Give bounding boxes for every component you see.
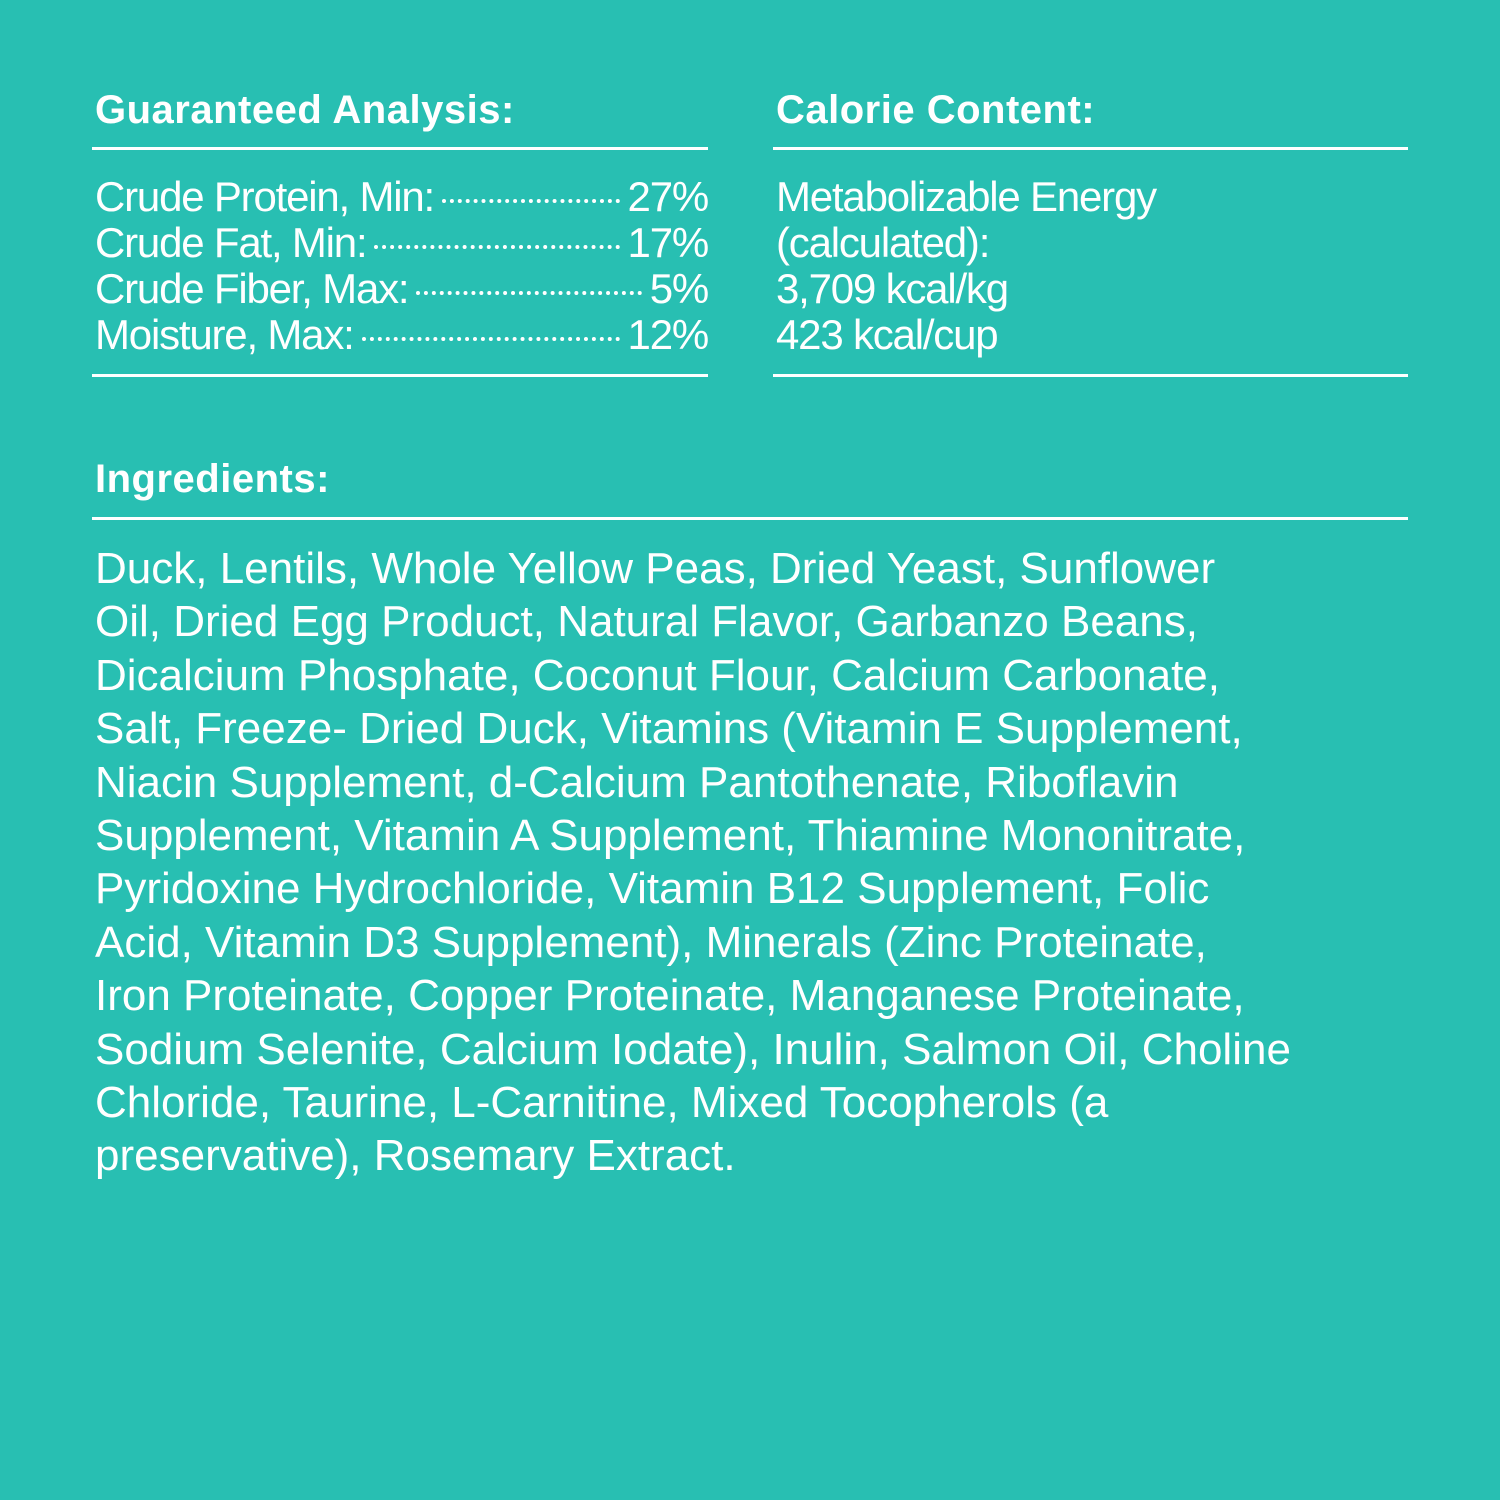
divider (773, 374, 1408, 377)
ingredients-line: Iron Proteinate, Copper Proteinate, Mang… (95, 971, 1245, 1021)
ingredients-line: Oil, Dried Egg Product, Natural Flavor, … (95, 597, 1198, 647)
analysis-label: Crude Protein, Min: (95, 173, 435, 220)
ingredients-line: Dicalcium Phosphate, Coconut Flour, Calc… (95, 650, 1220, 700)
dot-leader (374, 245, 620, 249)
ingredients-line: Duck, Lentils, Whole Yellow Peas, Dried … (95, 544, 1216, 593)
analysis-list: Crude Protein, Min: 27% Crude Fat, Min: 17%… (92, 173, 710, 358)
analysis-label: Crude Fiber, Max: (95, 265, 410, 312)
guaranteed-analysis-section: Guaranteed Analysis: Crude Protein, Min:… (92, 86, 710, 377)
dot-leader (361, 337, 620, 341)
divider (92, 147, 708, 150)
calorie-line: 3,709 kcal/kg (776, 265, 1009, 312)
ingredients-line: Sodium Selenite, Calcium Iodate), Inulin… (95, 1024, 1291, 1074)
calorie-content-section: Calorie Content: Metabolizable Energy (ca… (773, 86, 1408, 377)
analysis-row: Crude Fiber, Max: 5% (92, 265, 710, 312)
calorie-line: 423 kcal/cup (776, 311, 999, 358)
ingredients-line: Chloride, Taurine, L-Carnitine, Mixed To… (95, 1078, 1109, 1128)
ingredients-header: Ingredients: (92, 455, 1408, 520)
analysis-row: Crude Protein, Min: 27% (92, 173, 710, 220)
dot-leader (416, 291, 642, 295)
ingredients-text: Duck, Lentils, Whole Yellow Peas, Dried … (95, 542, 1291, 1183)
analysis-value: 12% (627, 311, 710, 358)
ingredients-line: Supplement, Vitamin A Supplement, Thiami… (95, 811, 1246, 861)
calorie-list: Metabolizable Energy (calculated): 3,709 k… (773, 174, 1408, 358)
divider (773, 147, 1408, 150)
analysis-label: Crude Fat, Min: (95, 219, 368, 266)
divider (92, 517, 1408, 520)
calorie-line: Metabolizable Energy (776, 173, 1157, 220)
analysis-value: 5% (649, 265, 710, 312)
calorie-line: (calculated): (776, 219, 990, 266)
analysis-value: 27% (627, 173, 710, 220)
guaranteed-analysis-title: Guaranteed Analysis: (95, 88, 515, 132)
analysis-row: Moisture, Max: 12% (92, 311, 710, 358)
dot-leader (442, 199, 620, 203)
ingredients-line: Acid, Vitamin D3 Supplement), Minerals (… (95, 917, 1207, 967)
ingredients-line: Pyridoxine Hydrochloride, Vitamin B12 Su… (95, 864, 1210, 914)
analysis-value: 17% (627, 219, 710, 266)
ingredients-line: Salt, Freeze- Dried Duck, Vitamins (Vita… (95, 704, 1243, 754)
ingredients-title: Ingredients: (95, 457, 330, 501)
analysis-label: Moisture, Max: (95, 311, 355, 358)
ingredients-line: Niacin Supplement, d-Calcium Pantothenat… (95, 757, 1179, 807)
divider (92, 374, 708, 377)
calorie-content-title: Calorie Content: (776, 88, 1096, 132)
ingredients-line: preservative), Rosemary Extract. (95, 1131, 736, 1181)
analysis-row: Crude Fat, Min: 17% (92, 219, 710, 266)
